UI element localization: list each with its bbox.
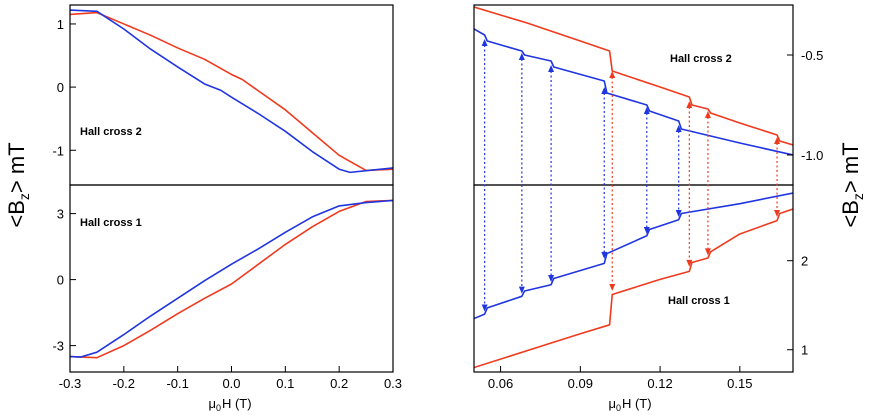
arrow-head-down: [601, 251, 608, 259]
arrow-head-up: [601, 87, 608, 94]
arrow-head-up: [609, 71, 616, 78]
arrow-head-down: [774, 210, 781, 218]
arrow-head-down: [548, 275, 555, 283]
right-y-axis-label: <Bz> mT: [838, 142, 866, 227]
arrow-head-up: [686, 101, 693, 108]
panel-left-bottom: -3 0 3 -0.3 -0.2 -0.1 0.0 0.1 0.2 0.3 Hall cross 1: [52, 184, 402, 391]
arrow-head-down: [643, 226, 650, 234]
series-blue-left-top: [70, 9, 393, 174]
series-red-right-top: [474, 6, 793, 146]
xtick-label-left-bottom: -0.3: [59, 376, 81, 391]
right-arrows: [481, 39, 781, 312]
frame-right-bottom: [473, 184, 794, 373]
arrow-head-up: [518, 53, 525, 60]
xtick-label-left-bottom: 0.1: [276, 376, 294, 391]
annotation-right-bottom: Hall cross 1: [668, 295, 730, 307]
arrow-head-up: [675, 125, 682, 132]
ytick-label-left-bottom: -3: [52, 339, 64, 354]
series-blue-right-bottom: [474, 192, 793, 320]
arrow-head-up: [704, 111, 711, 118]
series-red-right-bottom: [474, 208, 793, 369]
arrow-head-down: [704, 248, 711, 256]
annotation-left-top: Hall cross 2: [80, 126, 142, 138]
arrow-head-down: [686, 259, 693, 267]
xtick-label-left-bottom: -0.2: [113, 376, 135, 391]
arrow-head-up: [643, 107, 650, 114]
arrow-head-down: [609, 283, 616, 291]
arrow-head-up: [481, 39, 488, 46]
ytick-label-left-top: 1: [57, 17, 64, 32]
panel-right-bottom: 1 2 0.06 0.09 0.12 0.15 Hall cross 1: [473, 184, 808, 391]
xtick-label-left-bottom: -0.1: [166, 376, 188, 391]
ytick-label-right-bottom: 1: [801, 343, 808, 358]
panel-right-top: -0.5 -1.0 Hall cross 2: [473, 4, 823, 186]
panel-left-top: -1 0 1 Hall cross 2: [52, 4, 394, 186]
ytick-label-left-bottom: 3: [57, 207, 64, 222]
xtick-label-right-bottom: 0.15: [727, 376, 752, 391]
left-x-axis-label: μ0H (T): [208, 396, 251, 413]
annotation-left-bottom: Hall cross 1: [80, 217, 142, 229]
ytick-label-right-top: -1.0: [801, 148, 823, 163]
xtick-label-left-bottom: 0.2: [330, 376, 348, 391]
series-blue-right-top: [474, 28, 793, 156]
arrow-head-up: [548, 65, 555, 72]
ytick-label-right-bottom: 2: [801, 254, 808, 269]
left-y-axis-label: <Bz> mT: [4, 142, 32, 227]
annotation-right-top: Hall cross 2: [670, 53, 732, 65]
arrow-head-up: [774, 137, 781, 144]
arrow-head-down: [675, 210, 682, 218]
ytick-label-left-top: -1: [52, 143, 64, 158]
series-red-left-top: [70, 11, 393, 172]
right-x-axis-label: μ0H (T): [608, 396, 651, 413]
xtick-label-right-bottom: 0.12: [647, 376, 672, 391]
arrow-head-down: [518, 286, 525, 294]
frame-left-bottom: [69, 184, 394, 373]
series-blue-left-bottom: [70, 199, 393, 358]
arrow-head-down: [481, 304, 488, 312]
ytick-label-left-bottom: 0: [57, 273, 64, 288]
ytick-label-right-top: -0.5: [801, 48, 823, 63]
xtick-label-right-bottom: 0.06: [488, 376, 513, 391]
xtick-label-left-bottom: 0.3: [384, 376, 402, 391]
xtick-label-left-bottom: 0.0: [222, 376, 240, 391]
series-red-left-bottom: [70, 199, 393, 359]
xtick-label-right-bottom: 0.09: [568, 376, 593, 391]
ytick-label-left-top: 0: [57, 80, 64, 95]
